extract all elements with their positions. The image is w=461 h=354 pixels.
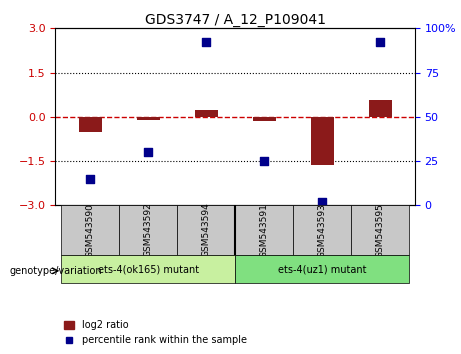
Text: GSM543594: GSM543594 — [201, 203, 211, 257]
Bar — [368, 100, 392, 117]
FancyBboxPatch shape — [235, 205, 293, 255]
Title: GDS3747 / A_12_P109041: GDS3747 / A_12_P109041 — [145, 13, 325, 27]
Text: GSM543591: GSM543591 — [260, 202, 269, 258]
Bar — [78, 117, 102, 132]
Point — [144, 149, 152, 155]
Point — [86, 176, 94, 182]
Text: genotype/variation: genotype/variation — [9, 266, 102, 276]
FancyBboxPatch shape — [351, 205, 409, 255]
Bar — [253, 117, 276, 121]
FancyBboxPatch shape — [177, 205, 235, 255]
Bar — [136, 117, 160, 120]
Point — [260, 158, 268, 164]
FancyBboxPatch shape — [61, 255, 235, 283]
Bar — [195, 110, 218, 117]
FancyBboxPatch shape — [61, 205, 119, 255]
Text: GSM543593: GSM543593 — [318, 202, 326, 258]
Point — [377, 40, 384, 45]
Text: ets-4(ok165) mutant: ets-4(ok165) mutant — [98, 264, 199, 274]
Text: GSM543590: GSM543590 — [86, 202, 95, 258]
Text: GSM543595: GSM543595 — [376, 202, 384, 258]
Text: GSM543592: GSM543592 — [144, 203, 153, 257]
Point — [202, 40, 210, 45]
FancyBboxPatch shape — [119, 205, 177, 255]
Legend: log2 ratio, percentile rank within the sample: log2 ratio, percentile rank within the s… — [60, 316, 250, 349]
Bar — [311, 117, 334, 165]
FancyBboxPatch shape — [293, 205, 351, 255]
Point — [319, 199, 326, 205]
Text: ets-4(uz1) mutant: ets-4(uz1) mutant — [278, 264, 366, 274]
FancyBboxPatch shape — [235, 255, 409, 283]
